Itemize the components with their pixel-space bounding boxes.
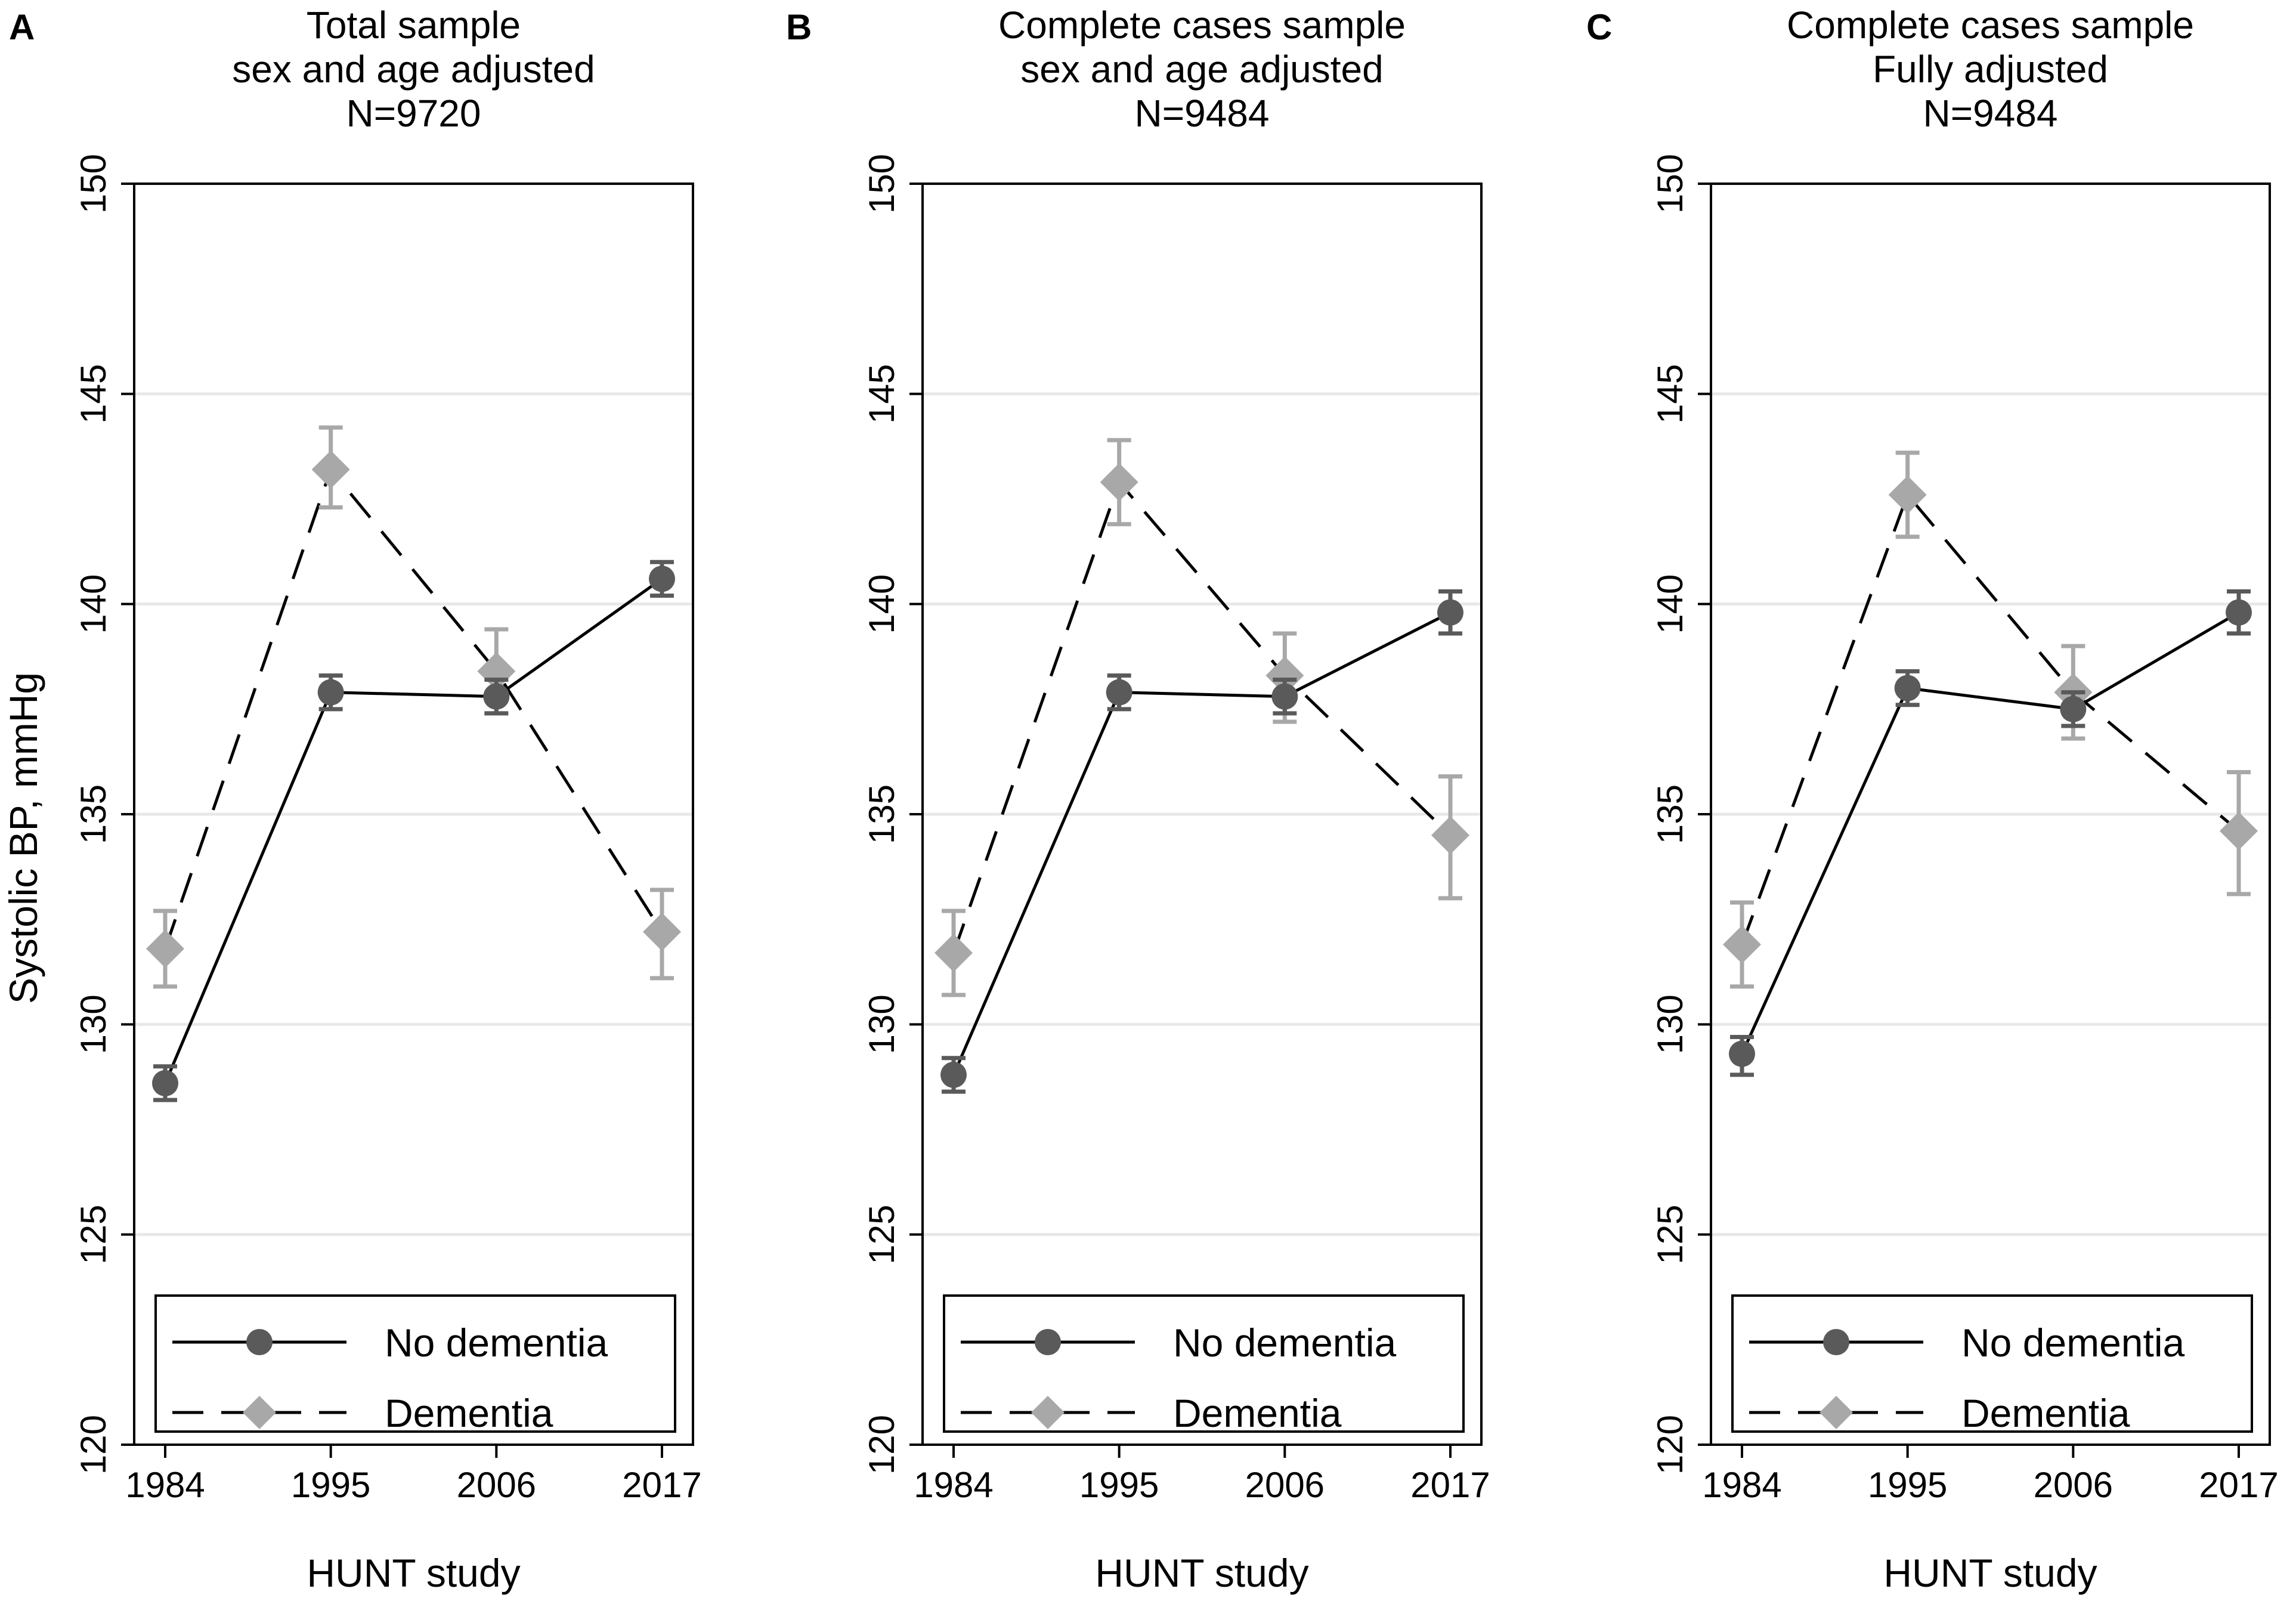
x-tick-label: 2017 <box>622 1465 701 1505</box>
y-tick-label: 150 <box>1650 154 1690 214</box>
plot-frame <box>1710 183 2271 1446</box>
x-tick-label: 2006 <box>1245 1465 1325 1505</box>
x-axis-label: HUNT study <box>1095 1551 1308 1595</box>
chart-title-line: Total sample <box>307 4 521 47</box>
data-point-no-dementia <box>1106 679 1132 706</box>
legend-label-no-dementia: No dementia <box>1961 1321 2185 1365</box>
y-tick-label: 125 <box>73 1205 113 1265</box>
series-line-dementia <box>163 466 664 950</box>
y-tick-label: 120 <box>73 1415 113 1475</box>
data-point-dementia <box>935 934 973 972</box>
chart-title-line: Complete cases sample <box>998 4 1406 47</box>
x-axis-label: HUNT study <box>1883 1551 2097 1595</box>
y-tick-label: 135 <box>862 784 902 844</box>
y-tick-label: 150 <box>73 154 113 214</box>
legend-marker-dementia <box>1031 1396 1065 1429</box>
x-tick-label: 2006 <box>2034 1465 2113 1505</box>
panel-letter: A <box>9 7 35 47</box>
chart-title-line: N=9484 <box>1923 92 2058 135</box>
chart-title-line: N=9484 <box>1135 92 1270 135</box>
series-line-no-dementia <box>163 577 663 1084</box>
y-axis-label: Systolic BP, mmHg <box>1 672 45 1004</box>
legend-box <box>154 1294 676 1433</box>
x-axis-label: HUNT study <box>307 1551 520 1595</box>
x-tick-label: 1984 <box>914 1465 993 1505</box>
chart-title-line: Fully adjusted <box>1873 48 2108 91</box>
y-tick-label: 120 <box>1650 1415 1690 1475</box>
legend-label-dementia: Dementia <box>385 1391 553 1435</box>
legend-box <box>943 1294 1465 1433</box>
data-point-dementia <box>1265 656 1304 695</box>
legend-label-no-dementia: No dementia <box>1173 1321 1397 1365</box>
chart-title-line: sex and age adjusted <box>232 48 595 91</box>
chart-title-line: sex and age adjusted <box>1020 48 1383 91</box>
x-tick-label: 2017 <box>2199 1465 2278 1505</box>
series-line-dementia <box>952 479 1452 954</box>
legend-marker-dementia <box>243 1396 276 1429</box>
data-point-no-dementia <box>649 565 675 592</box>
legend-box <box>1731 1294 2253 1433</box>
y-tick-label: 130 <box>862 994 902 1054</box>
chart-title-line: Complete cases sample <box>1787 4 2194 47</box>
y-tick-label: 130 <box>1650 994 1690 1054</box>
data-point-no-dementia <box>1729 1040 1755 1067</box>
y-tick-label: 125 <box>862 1205 902 1265</box>
data-point-no-dementia <box>483 683 510 710</box>
panel-letter: B <box>786 7 812 47</box>
panel-letter: C <box>1586 7 1612 47</box>
legend-label-dementia: Dementia <box>1961 1391 2130 1435</box>
x-tick-label: 1995 <box>291 1465 370 1505</box>
data-point-dementia <box>311 450 350 489</box>
data-point-dementia <box>643 913 681 951</box>
data-point-no-dementia <box>1437 599 1463 626</box>
y-tick-label: 145 <box>73 364 113 424</box>
y-tick-label: 135 <box>1650 784 1690 844</box>
x-tick-label: 2017 <box>1410 1465 1490 1505</box>
data-point-no-dementia <box>152 1070 178 1096</box>
x-tick-label: 1984 <box>1702 1465 1781 1505</box>
y-tick-label: 130 <box>73 994 113 1054</box>
y-tick-label: 140 <box>862 574 902 634</box>
x-tick-label: 1995 <box>1079 1465 1159 1505</box>
y-tick-label: 150 <box>862 154 902 214</box>
legend-label-dementia: Dementia <box>1173 1391 1342 1435</box>
chart-title-line: N=9720 <box>346 92 481 135</box>
series-line-dementia <box>1740 492 2240 945</box>
plot-frame <box>921 183 1483 1446</box>
data-point-no-dementia <box>1894 675 1921 701</box>
x-tick-label: 1984 <box>125 1465 205 1505</box>
data-point-dementia <box>146 929 184 968</box>
legend-label-no-dementia: No dementia <box>385 1321 608 1365</box>
series-line-no-dementia <box>1740 611 2240 1055</box>
data-point-dementia <box>1431 816 1469 855</box>
y-tick-label: 135 <box>73 784 113 844</box>
legend-marker-no-dementia <box>1035 1329 1061 1355</box>
y-tick-label: 145 <box>862 364 902 424</box>
data-point-no-dementia <box>2060 696 2087 722</box>
data-point-no-dementia <box>940 1061 967 1088</box>
data-point-dementia <box>1100 463 1138 502</box>
y-tick-label: 140 <box>73 574 113 634</box>
y-tick-label: 125 <box>1650 1205 1690 1265</box>
x-tick-label: 1995 <box>1868 1465 1947 1505</box>
data-point-no-dementia <box>1271 683 1298 710</box>
y-tick-label: 140 <box>1650 574 1690 634</box>
data-point-dementia <box>1888 475 1927 514</box>
x-tick-label: 2006 <box>457 1465 536 1505</box>
data-point-dementia <box>2220 812 2258 851</box>
legend-marker-no-dementia <box>246 1329 273 1355</box>
y-tick-label: 145 <box>1650 364 1690 424</box>
plot-frame <box>133 183 694 1446</box>
series-line-no-dementia <box>952 611 1452 1075</box>
y-tick-label: 120 <box>862 1415 902 1475</box>
legend-marker-dementia <box>1820 1396 1853 1429</box>
data-point-no-dementia <box>317 679 344 706</box>
data-point-no-dementia <box>2226 599 2252 626</box>
data-point-dementia <box>1723 925 1761 964</box>
legend-marker-no-dementia <box>1823 1329 1849 1355</box>
